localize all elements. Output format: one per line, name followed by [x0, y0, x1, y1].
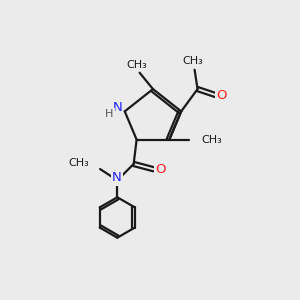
Text: O: O — [217, 88, 227, 101]
Text: H: H — [105, 109, 113, 119]
Text: N: N — [112, 171, 122, 184]
Text: O: O — [155, 163, 166, 176]
Text: CH₃: CH₃ — [201, 135, 222, 145]
Text: CH₃: CH₃ — [127, 60, 148, 70]
Text: CH₃: CH₃ — [68, 158, 89, 168]
Text: N: N — [112, 101, 122, 114]
Text: CH₃: CH₃ — [183, 56, 203, 66]
